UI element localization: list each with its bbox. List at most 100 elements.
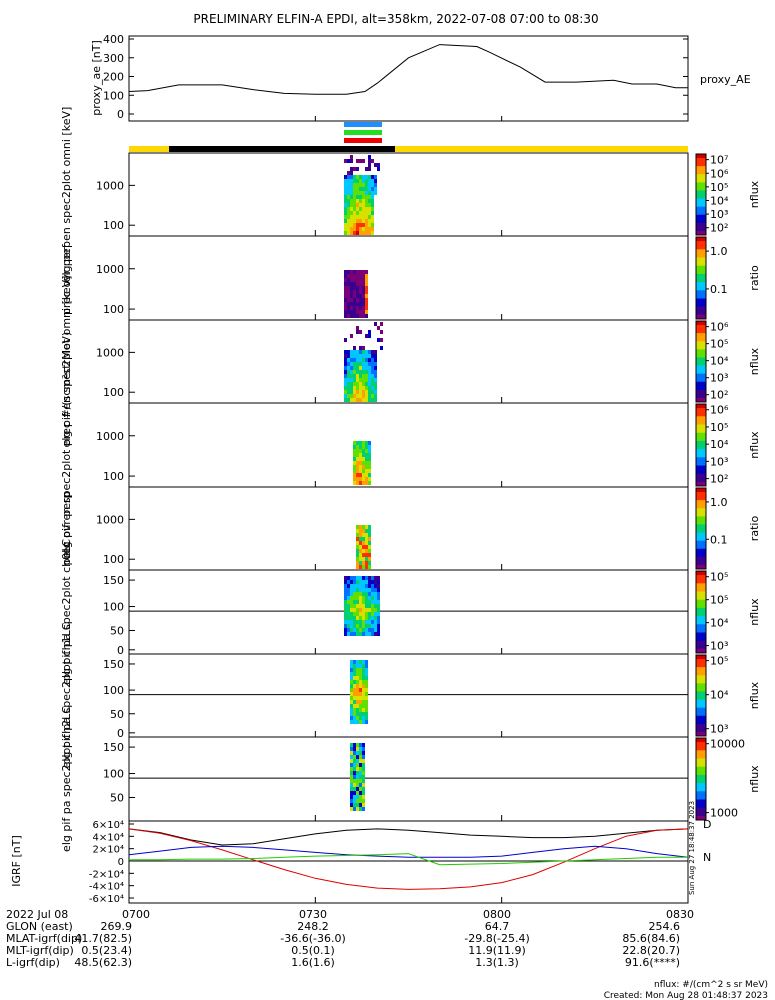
spectrogram-cell	[371, 584, 374, 588]
spectrogram-cell	[371, 612, 374, 616]
ephemeris-value: -29.8(-25.4)	[464, 932, 530, 945]
colorbar-segment	[696, 416, 706, 419]
spectrogram-cell	[359, 787, 362, 791]
colorbar-segment	[696, 530, 706, 534]
colorbar-segment	[696, 282, 706, 285]
spectrogram-cell	[344, 278, 347, 282]
colorbar-segment	[696, 791, 706, 794]
spectrogram-cell	[362, 183, 365, 187]
spectrogram-cell	[362, 708, 365, 712]
spectrogram-cell	[356, 807, 359, 811]
spectrogram-cell	[356, 616, 359, 620]
spectrogram-cell	[368, 588, 371, 592]
spectrogram-cell	[356, 215, 359, 219]
spectrogram-cell	[347, 624, 350, 628]
spectrogram-cell	[365, 187, 368, 191]
spectrogram-cell	[359, 672, 362, 676]
colorbar-segment	[696, 410, 706, 413]
spectrogram-cell	[368, 370, 371, 374]
spectrogram-cell	[362, 604, 365, 608]
colorbar-segment	[696, 186, 706, 189]
colorbar-segment	[696, 300, 706, 304]
ephemeris-value: 1.3(1.3)	[475, 956, 519, 969]
spectrogram-cell	[353, 298, 356, 302]
igrf-ytick-label: 2×10⁴	[93, 845, 124, 856]
spectrogram-cell	[362, 557, 365, 561]
colorbar-segment	[696, 216, 706, 220]
colorbar-segment	[696, 524, 706, 527]
spectrogram-cell	[362, 366, 365, 370]
spectrogram-cell	[359, 465, 362, 469]
colorbar-segment	[696, 337, 706, 340]
colorbar-tick-label: 10³	[710, 208, 728, 221]
spectrogram-cell	[362, 358, 365, 362]
spectrogram-cell	[344, 584, 347, 588]
colorbar-segment	[696, 481, 706, 485]
spectrogram-ytick-label: 150	[103, 658, 124, 671]
spectrogram-cell	[347, 382, 350, 386]
ephemeris-value: 85.6(84.6)	[622, 932, 680, 945]
spectrogram-cell	[347, 366, 350, 370]
colorbar-segment	[696, 243, 706, 246]
spectrogram-cell	[362, 799, 365, 803]
spectrogram-cell	[353, 310, 356, 314]
spectrogram-cell	[350, 664, 353, 668]
spectrogram-cell	[350, 672, 353, 676]
spectrogram-cell	[374, 175, 377, 179]
spectrogram-cell	[356, 743, 359, 747]
colorbar-segment	[696, 280, 706, 283]
spectrogram-cell	[371, 207, 374, 211]
spectrogram-cell	[365, 465, 368, 469]
spectrogram-cell	[350, 584, 353, 588]
spectrogram-cell	[368, 390, 371, 394]
colorbar-segment	[696, 257, 706, 261]
colorbar-segment	[696, 156, 706, 159]
colorbar-segment	[696, 673, 706, 676]
colorbar-tick-label: 10⁵	[710, 594, 728, 607]
spectrogram-cell	[353, 278, 356, 282]
colorbar-tick-label: 10²	[710, 222, 728, 235]
colorbar-segment	[696, 290, 706, 293]
spectrogram-cell	[356, 191, 359, 195]
spectrogram-cell	[356, 350, 359, 354]
spectrogram-panel-4: elg pif en spec2plot prec #/(scm²strMeV)…	[60, 332, 761, 558]
colorbar-segment	[696, 408, 706, 411]
spectrogram-cell	[347, 306, 350, 310]
spectrogram-cell	[365, 660, 368, 664]
spectrogram-cell	[368, 187, 371, 191]
spectrogram-cell	[356, 330, 359, 334]
spectrogram-cell	[356, 624, 359, 628]
colorbar-segment	[696, 719, 706, 723]
spectrogram-cell	[353, 227, 356, 231]
spectrogram-cell	[368, 398, 371, 402]
spectrogram-cell	[356, 775, 359, 779]
spectrogram-cell	[365, 664, 368, 668]
spectrogram-cell	[371, 576, 374, 580]
colorbar-segment	[696, 286, 706, 289]
colorbar-segment	[696, 224, 706, 228]
spectrogram-cell	[347, 628, 350, 632]
spectrogram-cell	[350, 362, 353, 366]
colorbar-segment	[696, 331, 706, 334]
colorbar-segment	[696, 200, 706, 204]
spectrogram-cell	[362, 441, 365, 445]
spectrogram-cell	[362, 704, 365, 708]
colorbar: 10³ 10⁴ 10⁵ nflux	[695, 654, 761, 737]
spectrogram-cell	[353, 282, 356, 286]
colorbar-segment	[696, 713, 706, 717]
colorbar-segment	[696, 711, 706, 715]
spectrogram-cell	[350, 203, 353, 207]
spectrogram-cell	[365, 362, 368, 366]
spectrogram-cell	[368, 155, 371, 159]
colorbar-segment	[696, 438, 706, 442]
spectrogram-cell	[344, 270, 347, 274]
colorbar-segment	[696, 345, 706, 348]
spectrogram-cell	[374, 163, 377, 167]
spectrogram-cell	[344, 286, 347, 290]
spectrogram-cell	[365, 565, 368, 569]
spectrogram-cell	[356, 803, 359, 807]
spectrogram-ytick-label: 0	[117, 727, 124, 740]
ephemeris-value: 64.7	[485, 920, 510, 933]
colorbar-segment	[696, 463, 706, 466]
igrf-line-green	[129, 853, 688, 866]
